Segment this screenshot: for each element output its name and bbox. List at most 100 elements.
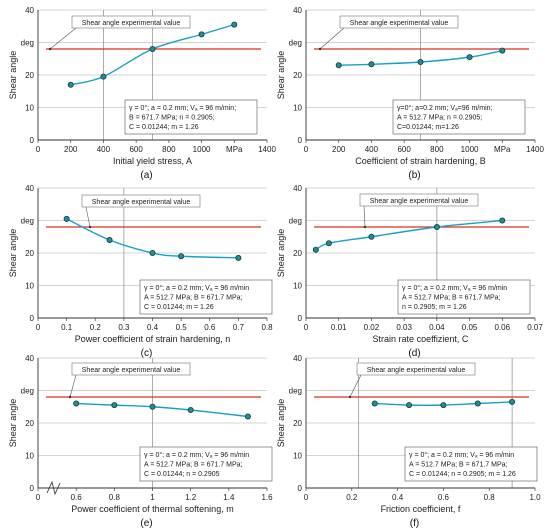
x-tick-label: 800 xyxy=(162,145,176,154)
data-point xyxy=(198,31,205,38)
y-tick-label: deg xyxy=(289,39,302,48)
callout-leader xyxy=(69,374,77,398)
data-point xyxy=(509,398,516,405)
parameter-note-box xyxy=(139,279,273,315)
y-tick-label: 40 xyxy=(25,184,34,193)
x-tick-label: 1400 xyxy=(258,145,276,154)
parameter-note-line: A = 512.7 MPa; B = 671.7 MPa; xyxy=(402,295,501,302)
y-tick-label: 10 xyxy=(293,452,302,461)
x-tick-label: 1.4 xyxy=(223,493,235,502)
y-tick-label: 10 xyxy=(293,104,302,113)
x-tick-label: 0.8 xyxy=(261,323,273,332)
x-tick-label: 0 xyxy=(304,493,309,502)
callout-pointer-dot xyxy=(48,47,52,51)
y-tick-label: deg xyxy=(289,217,302,226)
x-tick-label: 0 xyxy=(304,145,309,154)
y-tick-label: 0 xyxy=(298,136,303,145)
y-tick-label: 10 xyxy=(25,282,34,291)
y-axis-title: Shear angle xyxy=(8,399,18,448)
y-tick-label: 0 xyxy=(298,314,303,323)
data-point xyxy=(178,253,185,260)
x-tick-label: 0.01 xyxy=(331,323,347,332)
x-tick-label: 0.8 xyxy=(109,493,121,502)
y-axis-title: Shear angle xyxy=(276,51,286,100)
callout-text: Shear angle experimental value xyxy=(367,367,466,374)
data-point xyxy=(244,413,251,420)
data-point xyxy=(111,402,118,409)
parameter-note-line: A = 512.7 MPa; n = 0.2905; xyxy=(397,115,482,122)
parameter-note-line: γ = 0°; a = 0.2 mm; Vₐ = 96 m/min xyxy=(409,451,514,459)
panel-label: (b) xyxy=(408,170,420,181)
callout-text: Shear angle experimental value xyxy=(92,199,191,206)
x-axis-title: Strain rate coeffizient, C xyxy=(373,334,469,344)
callout-pointer-dot xyxy=(318,47,322,51)
x-tick-label: 0.1 xyxy=(61,323,73,332)
callout-leader xyxy=(319,27,345,50)
data-point xyxy=(73,400,80,407)
x-tick-label: MPa xyxy=(494,145,511,154)
callout-text: Shear angle experimental value xyxy=(350,20,449,27)
x-tick-label: 0.06 xyxy=(494,323,510,332)
x-tick-label: 0.8 xyxy=(484,493,496,502)
x-axis-title: Power coefficient of strain hardening, n xyxy=(75,334,230,344)
x-tick-label: 0.04 xyxy=(429,323,445,332)
y-tick-label: 10 xyxy=(293,282,302,291)
series-line xyxy=(76,402,248,418)
parameter-note-line: C = 0.01244; m = 1.26 xyxy=(129,124,199,131)
x-tick-label: 0.6 xyxy=(438,493,450,502)
x-tick-label: 200 xyxy=(332,145,346,154)
x-tick-label: 0.4 xyxy=(147,323,159,332)
y-axis-title: Shear angle xyxy=(8,229,18,278)
x-tick-label: 1.0 xyxy=(529,493,541,502)
callout-pointer-dot xyxy=(363,225,367,229)
data-point xyxy=(106,236,113,243)
y-tick-label: 20 xyxy=(25,249,34,258)
parameter-note-line: n = 0.2905; m = 1.26 xyxy=(402,304,467,311)
y-tick-label: deg xyxy=(21,387,34,396)
y-tick-label: 10 xyxy=(25,452,34,461)
x-tick-label: 0 xyxy=(36,493,41,502)
x-tick-label: 0 xyxy=(36,323,41,332)
y-tick-label: 20 xyxy=(25,71,34,80)
x-tick-label: 0.07 xyxy=(527,323,543,332)
y-tick-label: 0 xyxy=(30,484,35,493)
y-tick-label: 40 xyxy=(293,6,302,15)
data-point xyxy=(406,402,413,409)
x-tick-label: 1.6 xyxy=(261,493,273,502)
y-tick-label: 0 xyxy=(30,314,35,323)
callout-text: Shear angle experimental value xyxy=(82,367,181,374)
x-tick-label: 400 xyxy=(365,145,379,154)
parameter-note-box xyxy=(404,446,538,482)
panel-label: (d) xyxy=(408,348,420,359)
parameter-note-line: C = 0.01244; n = 0.2905 xyxy=(144,471,220,478)
x-tick-label: 0.6 xyxy=(204,323,216,332)
panel-label: (c) xyxy=(141,348,153,359)
y-tick-label: 0 xyxy=(298,484,303,493)
parameter-note-line: C = 0.01244; m = 1.26 xyxy=(144,304,214,311)
data-point xyxy=(440,402,447,409)
y-tick-label: 20 xyxy=(293,419,302,428)
callout-leader xyxy=(85,206,91,228)
data-point xyxy=(100,73,107,80)
parameter-note-box xyxy=(124,99,258,135)
parameter-note-box xyxy=(139,446,273,482)
x-tick-label: 0.6 xyxy=(71,493,83,502)
data-point xyxy=(149,46,156,53)
data-point xyxy=(63,215,70,222)
data-point xyxy=(499,217,506,224)
x-tick-label: 600 xyxy=(397,145,411,154)
x-tick-label: 600 xyxy=(129,145,143,154)
y-tick-label: 40 xyxy=(293,354,302,363)
x-tick-label: 0.5 xyxy=(176,323,188,332)
callout-text: Shear angle experimental value xyxy=(82,20,181,27)
x-tick-label: 200 xyxy=(64,145,78,154)
data-point xyxy=(371,400,378,407)
callout-text: Shear angle experimental value xyxy=(370,198,469,205)
data-point xyxy=(417,59,424,66)
x-tick-label: 400 xyxy=(97,145,111,154)
y-tick-label: 0 xyxy=(30,136,35,145)
parameter-note-line: γ = 0°; a = 0.2 mm; Vₐ = 96 m/min xyxy=(144,284,249,292)
x-tick-label: 0.4 xyxy=(392,493,404,502)
